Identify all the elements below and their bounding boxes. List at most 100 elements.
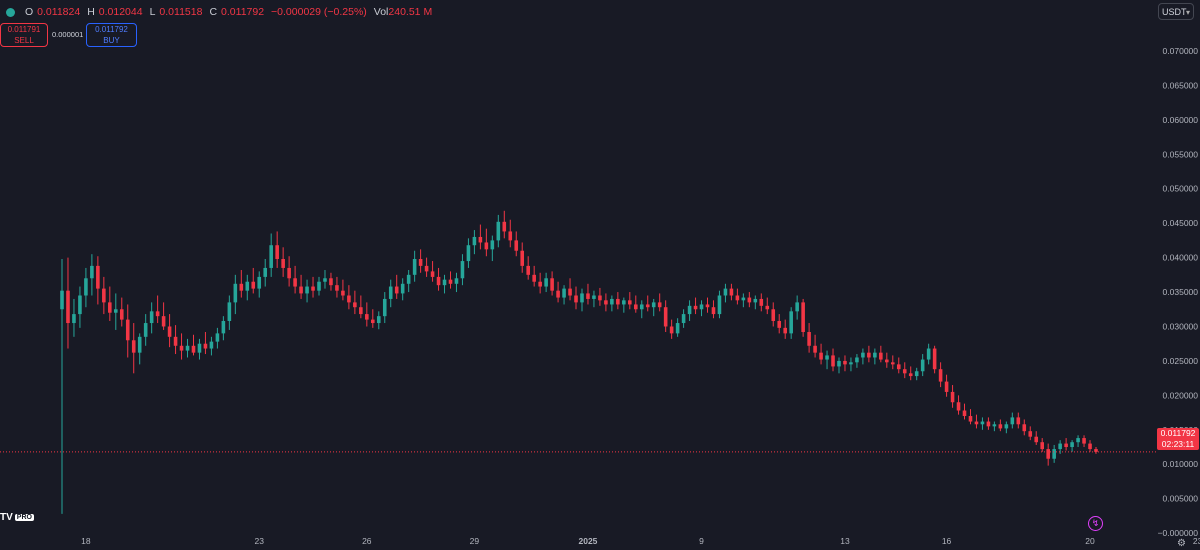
spread-value: 0.000001 (52, 30, 84, 39)
candle-body (502, 221, 507, 232)
time-axis-tick: 26 (362, 536, 372, 546)
candle-body (317, 281, 321, 291)
candle-body (305, 286, 309, 294)
bar-countdown: 02:23:11 (1161, 439, 1195, 449)
price-axis-tick: 0.020000 (1163, 390, 1199, 400)
candle (873, 348, 877, 365)
candle (1046, 443, 1050, 466)
candle (1040, 438, 1045, 452)
candle (633, 295, 638, 313)
price-axis-tick: 0.065000 (1163, 80, 1199, 90)
candle-body (269, 245, 273, 268)
candle-body (299, 286, 303, 294)
candle-body (60, 290, 64, 310)
candle (1088, 440, 1092, 452)
candle (604, 293, 608, 312)
candle (544, 272, 548, 293)
candle-body (831, 355, 835, 367)
candle (574, 286, 578, 310)
candle (113, 293, 118, 330)
candle-body (418, 258, 423, 266)
candle (771, 302, 776, 327)
candle-body (197, 343, 202, 353)
candle-body (783, 327, 787, 334)
current-price-value: 0.011792 (1160, 428, 1196, 438)
candle (191, 334, 196, 356)
candle-body (436, 276, 441, 286)
candle (323, 270, 327, 289)
buy-button[interactable]: 0.011792 BUY (86, 23, 137, 47)
candle-body (914, 371, 919, 377)
candle-body (645, 304, 650, 308)
candle (1058, 440, 1062, 454)
time-axis-tick: 16 (942, 536, 952, 546)
candle (556, 281, 560, 303)
candle (251, 267, 256, 294)
candle (96, 256, 100, 305)
candle (610, 295, 614, 312)
time-axis-tick: 29 (470, 536, 480, 546)
candle-body (819, 352, 823, 360)
current-price-tag: 0.011792 02:23:11 (1157, 428, 1199, 450)
candle (173, 325, 178, 355)
candle-body (90, 265, 94, 279)
time-axis-tick: 13 (840, 536, 850, 546)
candle (1004, 421, 1009, 434)
candle (143, 314, 148, 346)
candle-body (938, 369, 943, 382)
candle (90, 254, 94, 296)
candle (472, 230, 477, 255)
candle (84, 267, 88, 308)
candle-body (96, 265, 100, 289)
candle-body (622, 300, 626, 305)
candle (1022, 419, 1027, 436)
candle (586, 283, 590, 305)
candle-body (400, 283, 405, 294)
candle-body (616, 298, 620, 305)
candle (203, 332, 208, 355)
time-axis[interactable]: 18232629202591316202327Feb47 (81, 536, 1200, 546)
sell-button[interactable]: 0.011791 SELL (0, 23, 48, 47)
currency-selector[interactable]: USDT ▾ (1158, 3, 1194, 20)
candle-body (771, 309, 776, 321)
candle-body (293, 278, 297, 287)
candle-body (908, 373, 913, 377)
candle (299, 274, 303, 299)
candle-body (753, 298, 758, 303)
candle-body (986, 421, 991, 427)
gear-icon[interactable]: ⚙ (1177, 538, 1186, 549)
candle-body (902, 369, 907, 374)
candle (550, 271, 554, 296)
candle (657, 293, 662, 312)
candle-body (592, 295, 596, 299)
candle-body (932, 348, 937, 370)
candle-body (801, 302, 805, 332)
candle (502, 210, 507, 239)
candle-body (1082, 438, 1086, 444)
price-axis-tick: 0.070000 (1163, 46, 1199, 56)
candle-body (544, 278, 548, 287)
candle-body (185, 345, 190, 351)
candle (281, 247, 285, 277)
candle (257, 271, 262, 298)
candle-body (1064, 443, 1068, 448)
candle (311, 276, 315, 298)
candle (508, 219, 513, 248)
volume-label: Vol (373, 6, 389, 18)
price-axis[interactable]: 0.070000 0.065000 0.060000 0.055000 0.050000… (1158, 46, 1199, 538)
candle (197, 338, 202, 360)
sell-price: 0.011791 (7, 25, 41, 34)
tradingview-logo[interactable]: TV PRO (0, 512, 34, 523)
candle-body (550, 278, 554, 291)
candle-body (84, 278, 88, 296)
candle-body (538, 281, 542, 287)
candle (998, 419, 1003, 432)
candle-body (478, 236, 483, 243)
symbol-status-icon (6, 7, 15, 17)
candle-body (275, 245, 279, 259)
lightning-icon[interactable]: ↯ (1088, 516, 1103, 531)
candle-body (245, 281, 250, 291)
candle-body (1034, 436, 1039, 443)
candle-body (1088, 443, 1092, 450)
